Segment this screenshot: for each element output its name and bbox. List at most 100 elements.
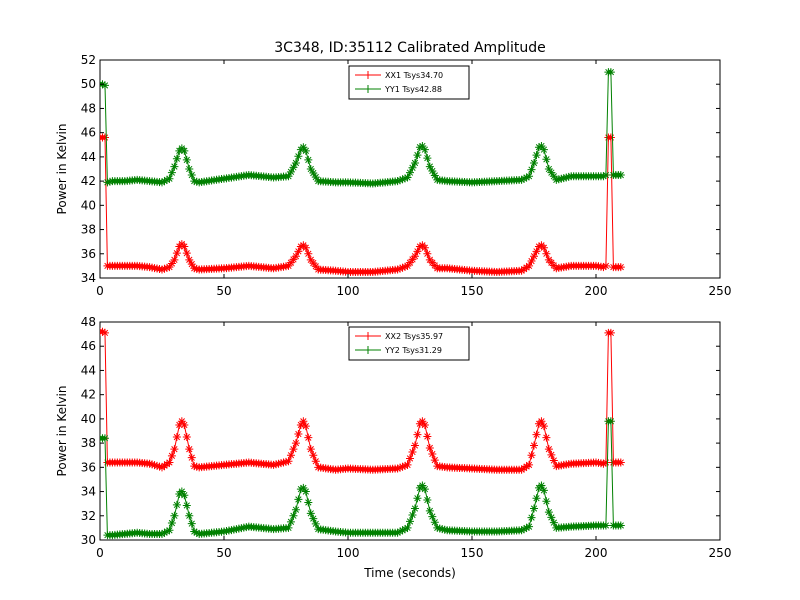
series-1-point	[289, 511, 298, 520]
y-tick-label: 30	[81, 533, 96, 547]
series-1-point	[172, 500, 181, 509]
y-tick-label: 44	[81, 150, 96, 164]
series-1-point	[530, 504, 538, 513]
series-0-point	[304, 249, 313, 258]
series-1-point	[304, 498, 313, 507]
series-1-point	[534, 143, 543, 152]
series-1-point	[547, 513, 556, 522]
series-0-point	[520, 265, 529, 274]
series-1-point	[542, 155, 551, 164]
series-0-point	[289, 255, 298, 264]
series-0-point	[428, 450, 437, 459]
series-1-point	[408, 510, 417, 519]
y-tick-label: 36	[81, 460, 96, 474]
series-1-point	[410, 158, 419, 167]
series-0-point	[296, 420, 305, 429]
x-tick-label: 250	[709, 546, 732, 560]
y-tick-label: 36	[81, 247, 96, 261]
series-1-point	[557, 174, 566, 183]
series-1-point	[418, 481, 427, 490]
series-1-point	[532, 151, 541, 160]
series-0-point	[549, 456, 558, 465]
series-0-point	[187, 260, 196, 269]
series-1-point	[599, 172, 608, 181]
series-0-point	[525, 261, 534, 270]
series-1-point	[549, 518, 558, 527]
series-1-point	[289, 163, 298, 172]
series-1-point	[284, 172, 293, 181]
series-1-point	[105, 177, 114, 186]
series-1-point	[182, 155, 191, 164]
y-tick-label: 48	[81, 101, 96, 115]
series-1-point	[401, 525, 410, 534]
y-tick-label: 50	[81, 77, 96, 91]
series-0-point	[599, 459, 608, 468]
series-0-point	[299, 417, 308, 426]
series-1-point	[542, 497, 551, 506]
series-0-point	[162, 460, 171, 469]
series-0-point	[100, 133, 109, 142]
series-1-point	[423, 154, 432, 163]
x-tick-label: 100	[337, 284, 360, 298]
series-1-point	[187, 519, 196, 528]
series-1-point	[170, 511, 179, 520]
series-1-point	[165, 174, 174, 183]
series-0-point	[542, 249, 551, 258]
series-0-point	[148, 460, 157, 469]
series-0-point	[301, 422, 310, 431]
series-0-point	[294, 247, 303, 256]
series-0-point	[158, 265, 166, 274]
series-1-point	[170, 162, 179, 171]
series-1-point	[544, 165, 553, 173]
series-0-point	[291, 439, 300, 448]
y-tick-label: 40	[81, 412, 96, 426]
series-0-point	[309, 451, 318, 460]
series-0-point	[393, 265, 402, 274]
series-1-point	[311, 519, 320, 528]
series-0-point	[187, 453, 196, 462]
series-1-point	[403, 523, 412, 532]
series-1-point	[284, 523, 293, 532]
series-0-point	[420, 243, 429, 252]
series-0-point	[309, 259, 318, 268]
y-tick-label: 34	[81, 485, 96, 499]
series-0-point	[274, 459, 283, 468]
series-1-point	[180, 491, 189, 500]
series-0-point	[165, 263, 174, 272]
series-1-point	[435, 524, 444, 533]
series-0-point	[539, 243, 548, 252]
series-1-point	[309, 169, 318, 178]
series-1-point	[564, 172, 573, 181]
series-1-point	[393, 177, 402, 186]
series-0-point	[601, 458, 610, 467]
series-0-point	[182, 249, 191, 258]
series-1-point	[167, 168, 176, 177]
series-0-point	[167, 451, 176, 460]
series-1-point	[286, 517, 295, 526]
series-1-point	[306, 509, 315, 518]
series-1-point	[177, 487, 186, 496]
series-0-point	[599, 263, 608, 272]
series-0-point	[544, 445, 553, 454]
series-1-point	[537, 481, 546, 490]
series-1-point	[410, 504, 419, 513]
series-1-point	[401, 174, 410, 183]
series-1-point	[532, 494, 541, 503]
series-0-point	[172, 249, 181, 258]
series-1-point	[403, 173, 412, 182]
series-1-point	[430, 518, 439, 527]
series-1-point	[192, 177, 201, 186]
series-1-point	[525, 172, 534, 181]
series-0-point	[403, 261, 412, 270]
series-1-point	[425, 162, 434, 171]
series-0-point	[406, 454, 414, 463]
series-1-point	[559, 174, 568, 183]
series-1-point	[601, 521, 610, 530]
y-tick-label: 32	[81, 509, 96, 523]
series-0-point	[162, 263, 171, 272]
series-0-point	[423, 249, 432, 258]
series-1-point	[393, 528, 402, 537]
series-1-point	[420, 485, 429, 494]
series-1-point	[187, 171, 196, 180]
